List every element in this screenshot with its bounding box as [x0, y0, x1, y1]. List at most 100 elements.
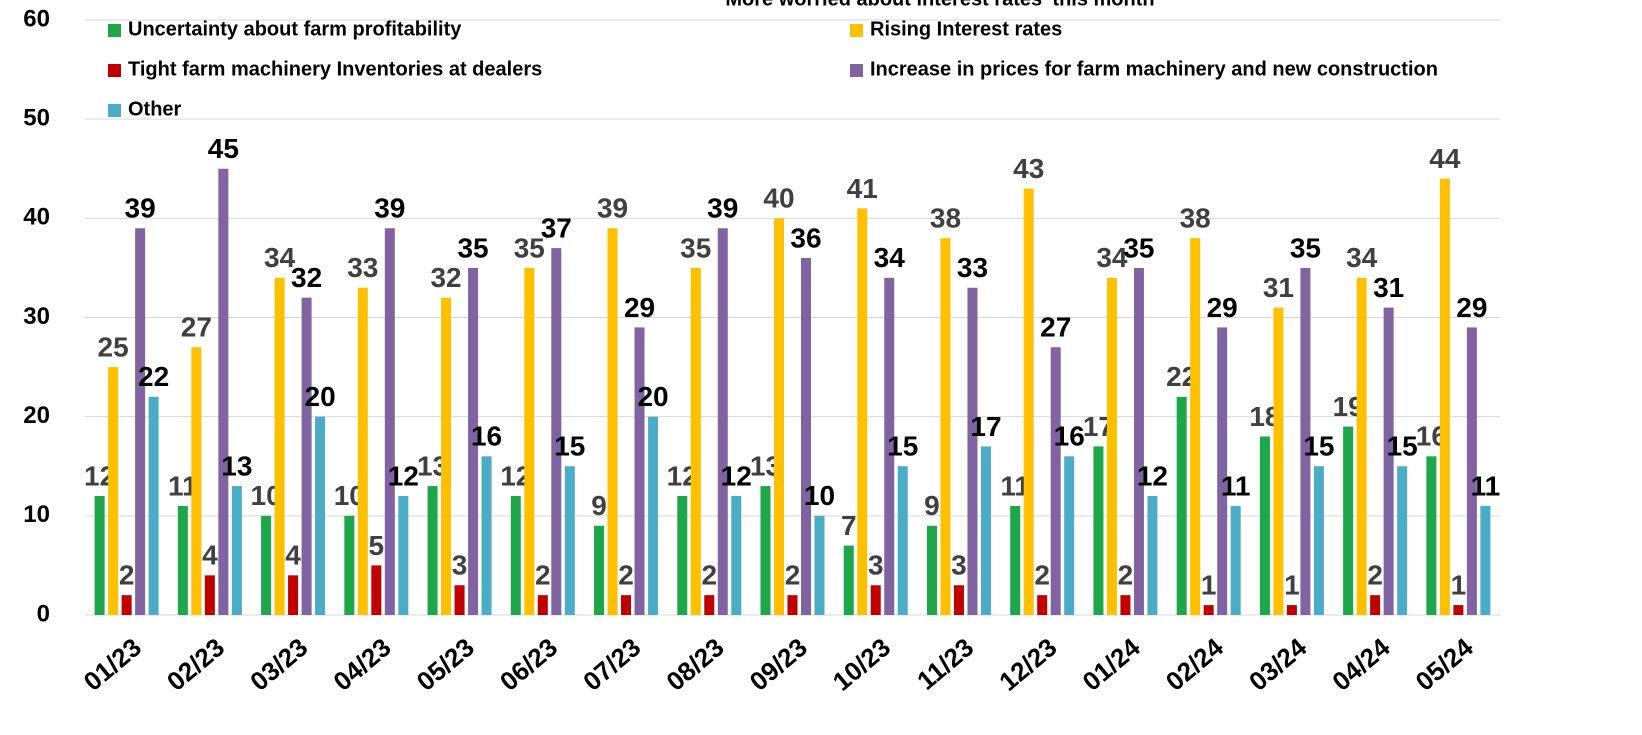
data-label: 2 — [1118, 560, 1134, 591]
bar — [384, 228, 395, 615]
bar — [843, 545, 854, 615]
x-tick-label: 07/23 — [577, 632, 646, 697]
x-tick-label: 02/23 — [161, 632, 230, 697]
bar — [704, 595, 715, 615]
bar — [677, 496, 688, 615]
bar — [1023, 188, 1034, 616]
data-label: 16 — [471, 421, 502, 452]
data-label: 10 — [804, 480, 835, 511]
data-label: 12 — [388, 460, 419, 491]
data-label: 11 — [1471, 470, 1501, 501]
bar — [441, 297, 452, 615]
bar — [1064, 456, 1075, 615]
bar — [594, 525, 605, 615]
x-tick-label: 01/24 — [1077, 632, 1147, 697]
data-label: 43 — [1013, 153, 1044, 184]
bar — [1037, 595, 1048, 615]
bar — [481, 456, 492, 615]
legend-label: Tight farm machinery Inventories at deal… — [128, 58, 542, 80]
bar — [148, 396, 159, 615]
data-label: 4 — [202, 540, 218, 571]
data-label: 29 — [1207, 292, 1238, 323]
data-label: 3 — [452, 550, 468, 581]
bar — [1203, 605, 1214, 615]
bar — [1300, 267, 1311, 615]
bar — [940, 238, 951, 615]
data-label: 2 — [701, 560, 717, 591]
bar — [344, 515, 355, 615]
legend-swatch — [850, 24, 863, 37]
data-label: 44 — [1429, 143, 1461, 174]
data-label: 31 — [1373, 272, 1404, 303]
y-tick-label: 50 — [23, 105, 50, 132]
x-tick-label: 06/23 — [494, 632, 563, 697]
bar — [218, 168, 229, 615]
x-tick-label: 10/23 — [827, 632, 896, 697]
bar — [621, 595, 632, 615]
data-label: 7 — [841, 510, 857, 541]
bar — [1093, 446, 1104, 615]
legend-swatch — [850, 64, 863, 77]
bar — [398, 496, 409, 615]
data-label: 27 — [181, 312, 212, 343]
data-label: 9 — [591, 490, 607, 521]
bar — [315, 416, 326, 615]
data-label: 13 — [221, 450, 252, 481]
data-label: 34 — [1346, 242, 1378, 273]
bar — [551, 248, 562, 616]
bar — [731, 496, 742, 615]
data-label: 25 — [98, 331, 129, 362]
x-tick-label: 04/23 — [327, 632, 396, 697]
data-label: 1 — [1284, 569, 1300, 600]
data-label: 2 — [119, 560, 135, 591]
bar — [953, 585, 964, 615]
y-tick-label: 20 — [23, 402, 50, 429]
bar — [274, 277, 285, 615]
x-tick-label: 03/23 — [244, 632, 313, 697]
data-label: 27 — [1040, 312, 1071, 343]
x-tick-label: 02/24 — [1160, 632, 1230, 697]
bar — [427, 486, 438, 615]
bar — [191, 347, 202, 615]
data-label: 20 — [637, 381, 668, 412]
bar — [634, 327, 645, 615]
data-label: 16 — [1054, 421, 1085, 452]
data-label: 33 — [957, 252, 988, 283]
data-label: 45 — [208, 133, 239, 164]
bar — [774, 218, 784, 616]
bar — [1133, 267, 1144, 615]
data-label: 2 — [1034, 560, 1050, 591]
bar — [1397, 466, 1408, 615]
data-label: 34 — [1096, 242, 1128, 273]
data-label: 3 — [868, 550, 884, 581]
data-label: 22 — [138, 361, 169, 392]
bar — [1453, 605, 1464, 615]
data-label: 38 — [1180, 203, 1211, 234]
legend-label: Rising Interest rates — [870, 18, 1062, 40]
bar — [357, 287, 368, 615]
x-tick-label: 12/23 — [993, 632, 1062, 697]
data-label: 31 — [1263, 272, 1294, 303]
data-label: 34 — [874, 242, 906, 273]
bar — [121, 595, 132, 615]
bar — [1480, 505, 1491, 615]
bar — [1147, 496, 1158, 615]
data-label: 4 — [285, 540, 301, 571]
bar — [1426, 456, 1437, 615]
data-label: 15 — [1303, 431, 1334, 462]
data-label: 15 — [1387, 431, 1418, 462]
bar — [690, 267, 701, 615]
y-tick-label: 30 — [23, 303, 50, 330]
data-label: 41 — [847, 173, 878, 204]
legend-swatch — [108, 24, 121, 37]
legend-label: Uncertainty about farm profitability — [128, 18, 462, 40]
data-label: 32 — [430, 262, 461, 293]
data-label: 35 — [1123, 232, 1154, 263]
data-label: 35 — [1290, 232, 1321, 263]
bar — [108, 367, 119, 615]
bar — [717, 228, 728, 615]
data-label: 36 — [790, 222, 821, 253]
bar — [177, 505, 188, 615]
data-label: 39 — [597, 193, 628, 224]
bar — [135, 228, 146, 615]
